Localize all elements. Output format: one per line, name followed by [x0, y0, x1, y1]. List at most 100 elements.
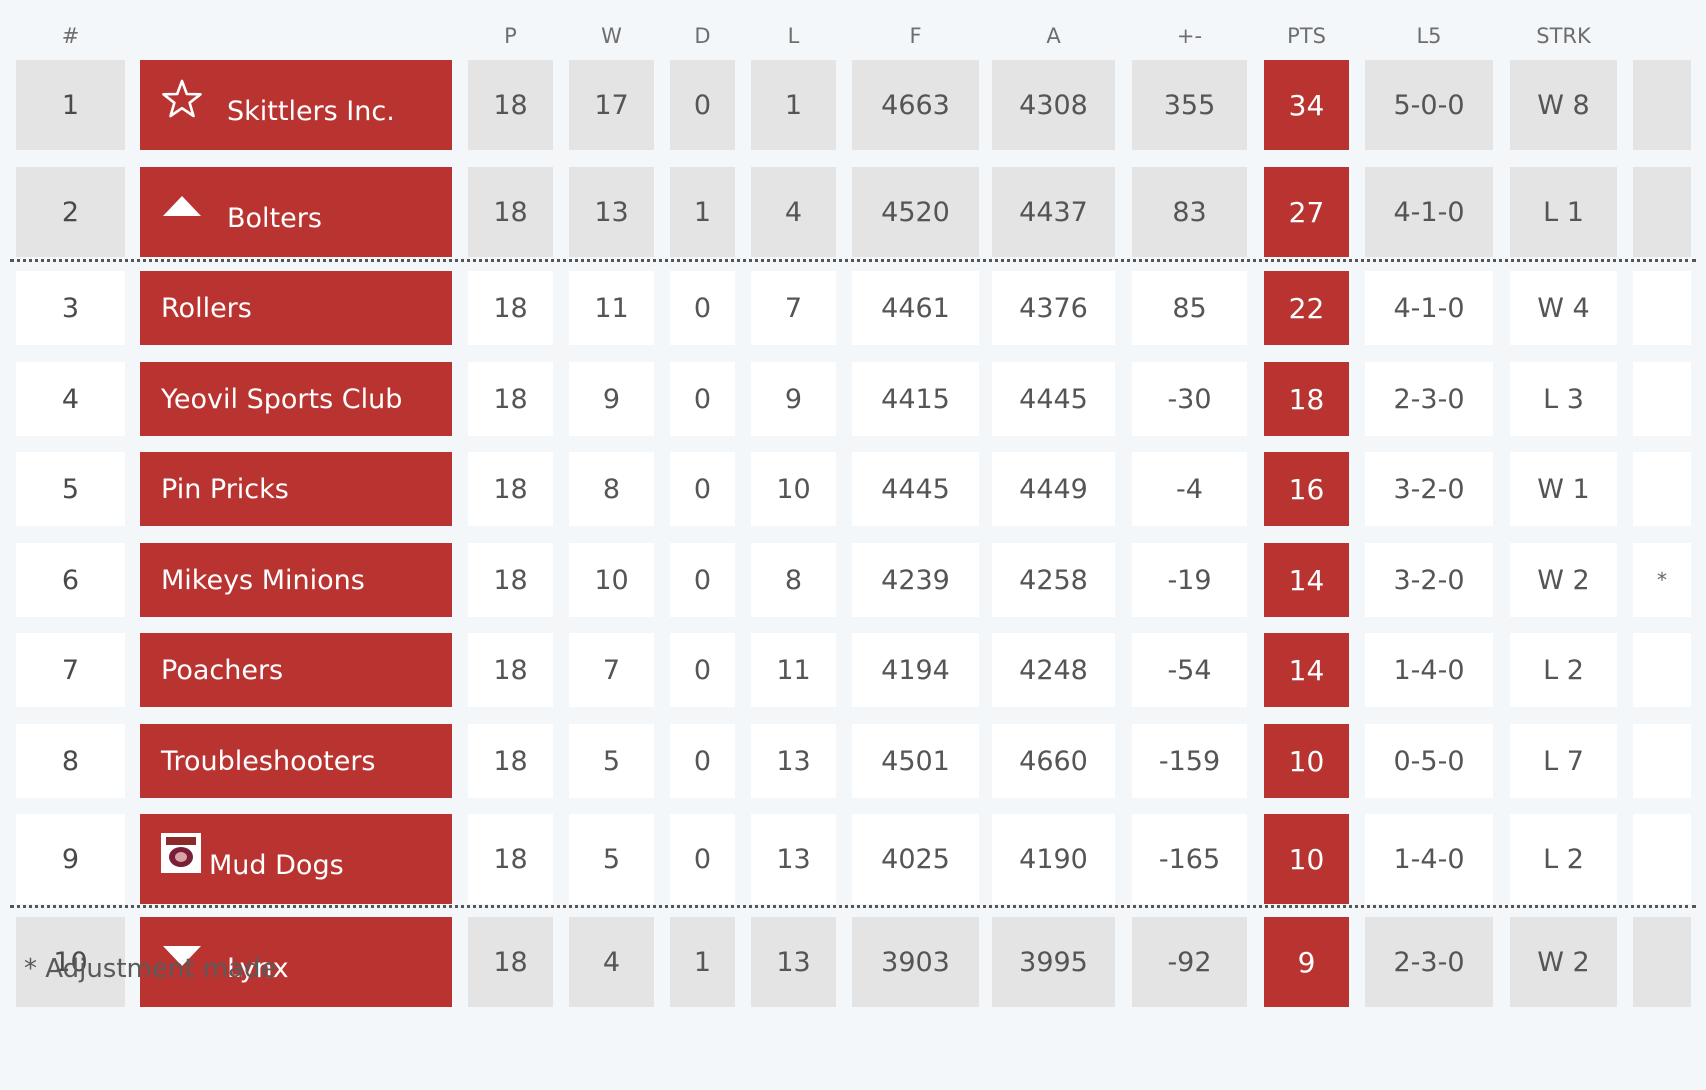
team-link[interactable]: Yeovil Sports Club [161, 384, 402, 415]
team-cell[interactable]: Troubleshooters [140, 724, 452, 798]
f-cell: 4520 [852, 167, 979, 257]
pts-cell: 14 [1264, 543, 1349, 617]
pts-cell: 10 [1264, 724, 1349, 798]
extra-cell [1633, 452, 1691, 526]
l-cell: 9 [751, 362, 836, 436]
pts-cell: 16 [1264, 452, 1349, 526]
team-link[interactable]: Pin Pricks [161, 474, 289, 505]
f-cell: 4239 [852, 543, 979, 617]
extra-cell [1633, 167, 1691, 257]
team-link[interactable]: Troubleshooters [161, 746, 376, 777]
team-link[interactable]: Skittlers Inc. [161, 79, 395, 127]
w-cell: 8 [569, 452, 654, 526]
team-link[interactable]: Lynx [161, 941, 289, 984]
f-cell: 4445 [852, 452, 979, 526]
team-name[interactable]: Mikeys Minions [161, 564, 365, 596]
team-link[interactable]: Rollers [161, 293, 252, 324]
footnote: * Adjustment made [24, 954, 277, 984]
extra-cell [1633, 917, 1691, 1007]
team-cell[interactable]: Yeovil Sports Club [140, 362, 452, 436]
l-cell: 4 [751, 167, 836, 257]
team-cell[interactable]: Pin Pricks [140, 452, 452, 526]
team-cell[interactable]: Mikeys Minions [140, 543, 452, 617]
table-row[interactable]: 4 Yeovil Sports Club 18 9 0 9 4415 4445 -30 18 2-3… [0, 362, 1706, 436]
w-cell: 10 [569, 543, 654, 617]
diff-cell: 85 [1132, 271, 1247, 345]
team-name[interactable]: Yeovil Sports Club [161, 383, 403, 415]
diff-cell: -165 [1132, 814, 1247, 904]
table-row[interactable]: 5 Pin Pricks 18 8 0 10 4445 4449 -4 16 3-2-0 W 1 [0, 452, 1706, 526]
team-cell[interactable]: Rollers [140, 271, 452, 345]
d-cell: 0 [670, 60, 735, 150]
w-cell: 4 [569, 917, 654, 1007]
extra-cell [1633, 724, 1691, 798]
team-name[interactable]: Pin Pricks [161, 473, 289, 505]
d-cell: 0 [670, 724, 735, 798]
team-name[interactable]: Troubleshooters [161, 745, 376, 777]
table-row[interactable]: 3 Rollers 18 11 0 7 4461 4376 85 22 4-1-0 W 4 [0, 271, 1706, 345]
strk-cell: L 2 [1510, 814, 1617, 904]
mud-dogs-logo-icon [161, 833, 201, 873]
team-name[interactable]: Lynx [227, 952, 289, 984]
extra-cell [1633, 633, 1691, 707]
pts-cell: 27 [1264, 167, 1349, 257]
w-cell: 11 [569, 271, 654, 345]
team-cell[interactable]: Skittlers Inc. [140, 60, 452, 150]
team-cell[interactable]: Bolters [140, 167, 452, 257]
d-cell: 0 [670, 633, 735, 707]
table-row[interactable]: 2 Bolters 18 13 1 4 4520 4437 83 27 4-1-0 L 1 [0, 167, 1706, 257]
team-cell[interactable]: Mud Dogs [140, 814, 452, 904]
p-cell: 18 [468, 724, 553, 798]
p-cell: 18 [468, 60, 553, 150]
l-cell: 13 [751, 917, 836, 1007]
table-row[interactable]: 7 Poachers 18 7 0 11 4194 4248 -54 14 1-4-0 L 2 [0, 633, 1706, 707]
team-name[interactable]: Poachers [161, 654, 284, 686]
table-row[interactable]: 8 Troubleshooters 18 5 0 13 4501 4660 -159 10 0-5-… [0, 724, 1706, 798]
strk-cell: L 1 [1510, 167, 1617, 257]
a-cell: 4437 [992, 167, 1115, 257]
l5-cell: 3-2-0 [1365, 452, 1493, 526]
p-cell: 18 [468, 167, 553, 257]
f-cell: 4194 [852, 633, 979, 707]
team-name[interactable]: Skittlers Inc. [227, 95, 395, 127]
team-link[interactable]: Bolters [161, 191, 322, 234]
l5-cell: 1-4-0 [1365, 814, 1493, 904]
table-row[interactable]: 10 Lynx 18 4 1 13 3903 3995 -92 9 2-3-0 W 2 [0, 917, 1706, 1007]
table-row[interactable]: 1 Skittlers Inc. 18 17 0 1 4663 4308 355 34 5-0-0 W… [0, 60, 1706, 150]
team-link[interactable]: Mikeys Minions [161, 565, 365, 596]
pos-cell: 7 [16, 633, 125, 707]
l-cell: 8 [751, 543, 836, 617]
a-cell: 4308 [992, 60, 1115, 150]
diff-cell: 83 [1132, 167, 1247, 257]
a-cell: 4190 [992, 814, 1115, 904]
pts-cell: 10 [1264, 814, 1349, 904]
team-name[interactable]: Rollers [161, 292, 252, 324]
a-cell: 3995 [992, 917, 1115, 1007]
header-l5: L5 [1416, 24, 1442, 48]
team-link[interactable]: Mud Dogs [161, 833, 344, 881]
table-row[interactable]: 6 Mikeys Minions 18 10 0 8 4239 4258 -19 14 3-2-0 W… [0, 543, 1706, 617]
f-cell: 3903 [852, 917, 979, 1007]
team-link[interactable]: Poachers [161, 655, 283, 686]
extra-cell [1633, 814, 1691, 904]
d-cell: 0 [670, 362, 735, 436]
team-name[interactable]: Mud Dogs [209, 849, 344, 881]
d-cell: 0 [670, 814, 735, 904]
a-cell: 4258 [992, 543, 1115, 617]
team-cell[interactable]: Lynx [140, 917, 452, 1007]
a-cell: 4449 [992, 452, 1115, 526]
pos-cell: 4 [16, 362, 125, 436]
pts-cell: 18 [1264, 362, 1349, 436]
f-cell: 4663 [852, 60, 979, 150]
a-cell: 4445 [992, 362, 1115, 436]
team-cell[interactable]: Poachers [140, 633, 452, 707]
team-name[interactable]: Bolters [227, 202, 322, 234]
f-cell: 4025 [852, 814, 979, 904]
pos-cell: 8 [16, 724, 125, 798]
strk-cell: L 7 [1510, 724, 1617, 798]
table-row[interactable]: 9 Mud Dogs 18 5 0 13 4025 4190 -165 10 1-4-0 L 2 [0, 814, 1706, 904]
pos-cell: 6 [16, 543, 125, 617]
d-cell: 1 [670, 917, 735, 1007]
diff-cell: 355 [1132, 60, 1247, 150]
extra-cell [1633, 362, 1691, 436]
